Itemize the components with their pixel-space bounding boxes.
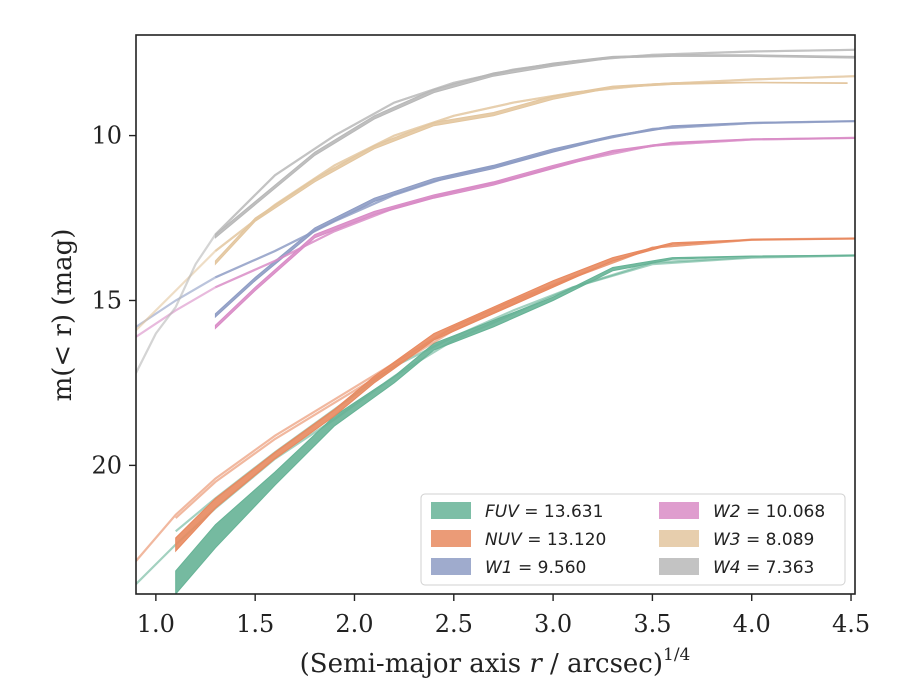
legend-box: [420, 493, 846, 586]
legend-item-nuv: NUV = 13.120: [431, 530, 606, 550]
legend-swatch: [431, 502, 471, 519]
legend-item-w4: W4 = 7.363: [659, 558, 814, 578]
series-w1-curve-a: [136, 120, 855, 328]
series-w1: [136, 120, 855, 328]
y-axis-label: m(< r) (mag): [48, 229, 78, 402]
series-w4: [136, 48, 855, 374]
x-tick-label: 3.5: [633, 610, 671, 638]
series-w2-curve-b: [214, 136, 855, 289]
x-tick-label: 4.0: [733, 610, 771, 638]
x-tick-label: 2.5: [435, 610, 473, 638]
legend-swatch: [659, 502, 699, 519]
series-w3: [136, 75, 855, 331]
y-tick-label: 10: [91, 122, 122, 150]
y-tick-label: 15: [91, 286, 122, 314]
legend-swatch: [659, 558, 699, 575]
legend-swatch: [431, 558, 471, 575]
legend: FUV = 13.631 NUV = 13.120 W1 = 9.560 W2 = 1…: [420, 493, 846, 586]
series-nuv-curve-b: [174, 237, 855, 519]
legend-label: W3 = 8.089: [713, 530, 814, 550]
legend-item-w2: W2 = 10.068: [659, 502, 825, 522]
series-fuv-curve-b: [174, 254, 855, 533]
legend-label: W2 = 10.068: [713, 502, 825, 522]
x-axis-label: (Semi-major axis r / arcsec)1/4: [300, 645, 691, 679]
series-w3-curve-b: [214, 75, 855, 252]
x-tick-label: 2.0: [335, 610, 373, 638]
legend-item-fuv: FUV = 13.631: [431, 502, 603, 522]
y-tick-label: 20: [91, 451, 122, 479]
series-w2: [136, 136, 855, 338]
x-tick-label: 1.0: [137, 610, 175, 638]
legend-item-w3: W3 = 8.089: [659, 530, 814, 550]
legend-swatch: [431, 530, 471, 547]
plot-frame: [135, 34, 856, 595]
legend-swatch: [659, 530, 699, 547]
x-tick-label: 4.5: [832, 610, 870, 638]
series-w4-band: [214, 54, 855, 239]
x-tick-label: 1.5: [236, 610, 274, 638]
series-layer: [136, 48, 855, 594]
x-tick-label: 3.0: [534, 610, 572, 638]
y-axis: 10 15 20: [91, 122, 136, 479]
legend-item-w1: W1 = 9.560: [431, 558, 586, 578]
legend-label: NUV = 13.120: [485, 530, 606, 550]
series-w4-curve-b: [214, 48, 855, 236]
legend-label: FUV = 13.631: [485, 502, 603, 522]
x-axis: 1.0 1.5 2.0 2.5 3.0 3.5 4.0 4.5: [137, 594, 870, 638]
legend-label: W1 = 9.560: [485, 558, 586, 578]
series-nuv: [136, 237, 855, 562]
legend-label: W4 = 7.363: [713, 558, 814, 578]
series-w1-curve-b: [214, 120, 855, 279]
